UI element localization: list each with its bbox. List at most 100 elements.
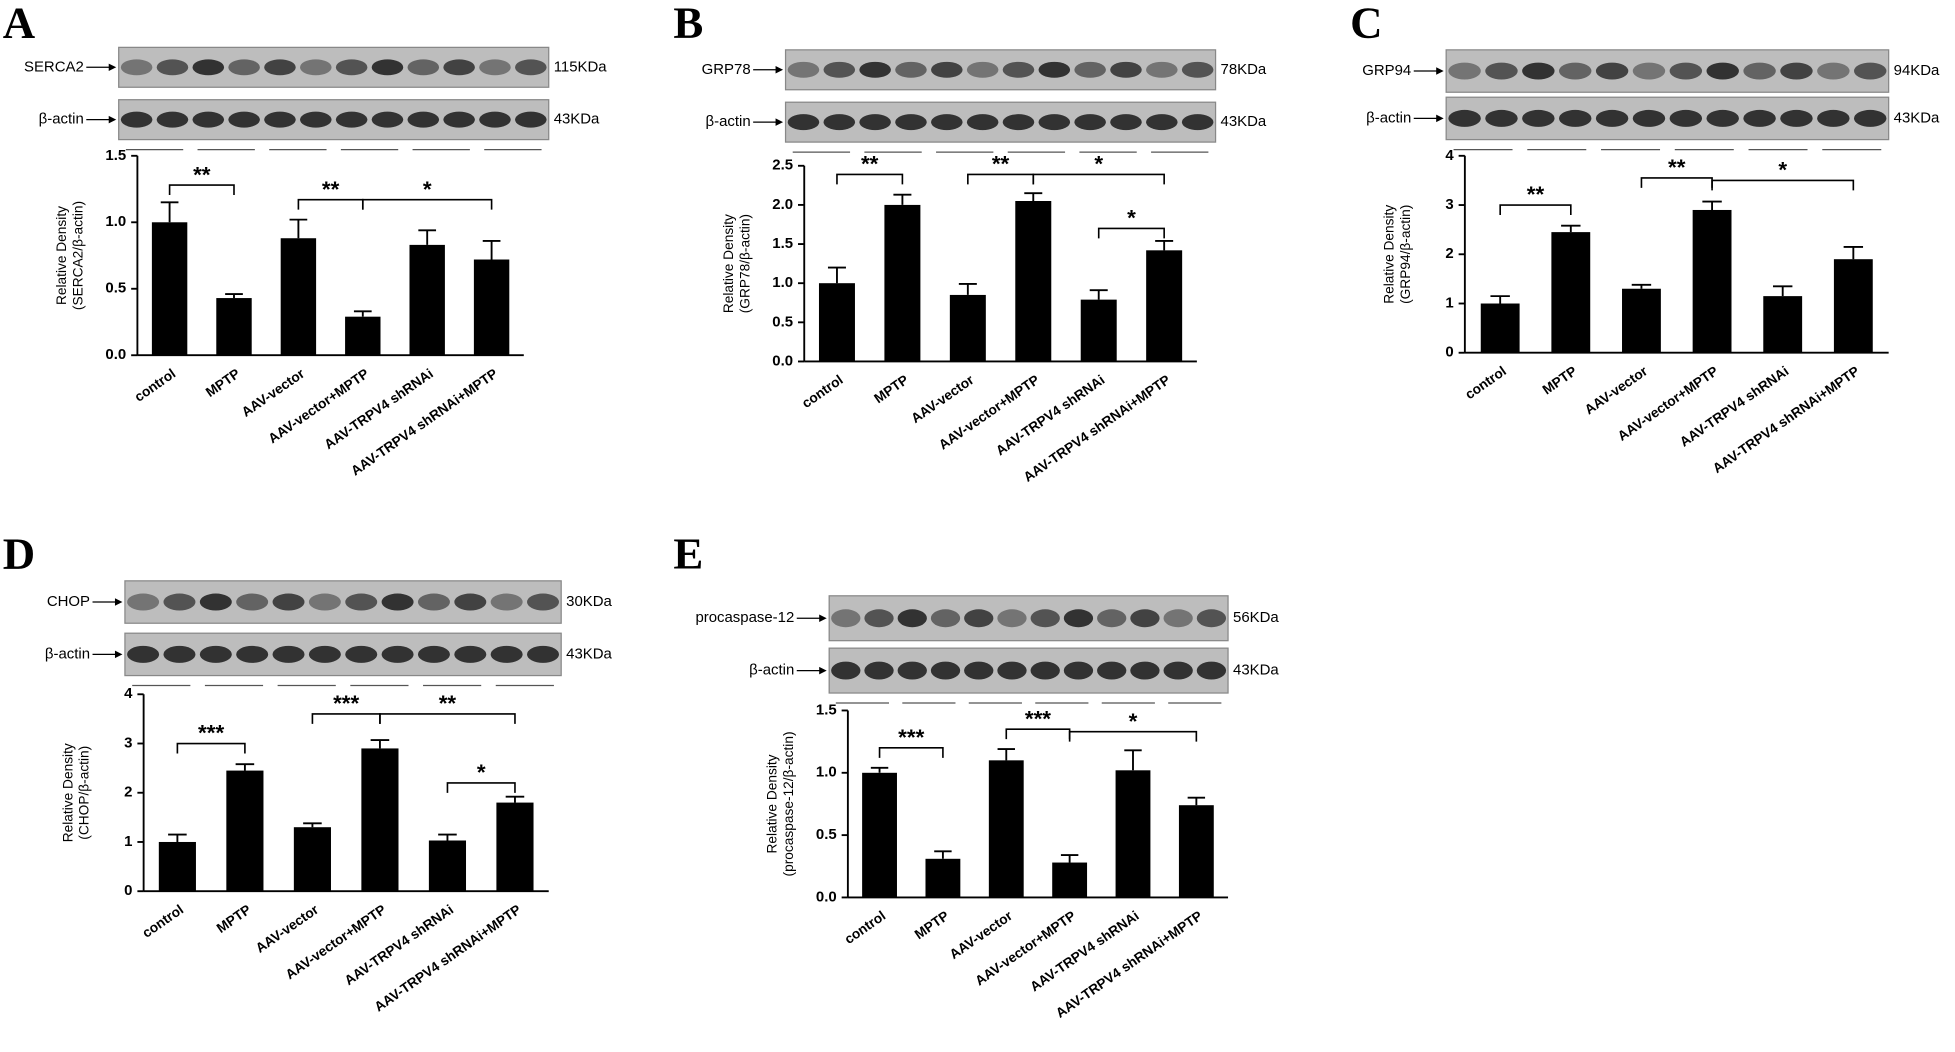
error-bar [438, 833, 457, 841]
bar [925, 858, 961, 898]
blot-image [828, 647, 1229, 694]
blot-band [479, 59, 511, 76]
error-bar [827, 266, 846, 284]
blot-band [490, 645, 523, 663]
x-tick-label: MPTP [203, 366, 243, 400]
bar [293, 827, 331, 892]
y-axis-label: (procaspase-12/β-actin) [781, 731, 796, 876]
blot-size: 115KDa [554, 58, 608, 75]
blot-band [1595, 109, 1629, 127]
y-tick-label: 3 [124, 734, 132, 751]
blot-band [1110, 61, 1142, 78]
bar [862, 772, 897, 898]
blot-band [859, 114, 891, 131]
blot-band [228, 59, 260, 76]
error-bar [934, 850, 952, 859]
blot-band [1097, 661, 1127, 680]
blot-band [1097, 609, 1127, 628]
y-tick-label: 1.0 [816, 764, 837, 781]
blot-band [515, 59, 547, 76]
y-axis-label: (SERCA2/β-actin) [70, 201, 85, 310]
panel-letter: E [673, 529, 703, 579]
blot-image [1445, 49, 1890, 93]
blot-label: β-actin [749, 662, 794, 679]
bar [818, 283, 855, 362]
y-tick-label: 0.5 [772, 313, 793, 330]
bar [1622, 288, 1661, 353]
significance-label: * [1129, 709, 1138, 734]
blot-band [1130, 661, 1160, 680]
blot-band [407, 111, 440, 128]
blot-band [127, 593, 160, 611]
blot-band [1181, 114, 1214, 131]
blot-band [897, 609, 927, 628]
blot-band [1038, 61, 1071, 78]
x-tick-label: control [1462, 363, 1509, 402]
bar [428, 840, 467, 892]
x-tick-label: MPTP [912, 908, 952, 942]
significance-bracket [176, 742, 246, 754]
significance-label: ** [193, 162, 211, 187]
blot-band [527, 593, 560, 611]
blot-arrowhead [108, 115, 117, 124]
y-tick-label: 1 [124, 833, 132, 850]
blot-band [163, 645, 196, 663]
blot-band [228, 111, 260, 128]
blot-band [527, 645, 560, 663]
blot-band [964, 661, 994, 680]
blot-band [1196, 609, 1227, 628]
error-bar [1702, 200, 1722, 210]
blot-band [997, 609, 1027, 628]
error-bar [1124, 749, 1142, 771]
blot-label: GRP78 [702, 61, 751, 78]
blot-band [443, 59, 475, 76]
x-tick-label: AAV-TRPV4 shRNAi [993, 372, 1107, 458]
blot-band [300, 59, 332, 76]
blot-band [127, 645, 160, 663]
error-bar [1561, 224, 1581, 233]
blot-arrowhead [108, 63, 117, 72]
significance-bracket [361, 198, 493, 210]
blot-band [490, 593, 523, 611]
blot-band [1780, 109, 1813, 127]
significance-bracket [1068, 730, 1198, 742]
bar [409, 244, 445, 356]
blot-band [931, 114, 963, 131]
significance-bracket [878, 747, 944, 758]
error-bar [958, 283, 977, 295]
blot-band [272, 645, 305, 663]
blot-band [1817, 62, 1850, 80]
blot-band [966, 61, 999, 78]
blot-band [335, 111, 368, 128]
blot-band [1448, 109, 1481, 127]
y-tick-label: 0.0 [816, 888, 837, 905]
blot-arrowhead [1436, 114, 1444, 123]
blot-band [895, 114, 927, 131]
error-bar [1490, 295, 1510, 304]
blot-band [1063, 661, 1094, 680]
blot-band [1146, 61, 1178, 78]
blot-image [118, 46, 550, 88]
blot-band [864, 609, 894, 628]
error-bar [1187, 796, 1206, 806]
y-tick-label: 4 [124, 685, 133, 702]
error-bar [418, 229, 437, 245]
blot-band [443, 111, 475, 128]
bar [1551, 232, 1591, 353]
blot-label: β-actin [45, 645, 90, 662]
bar [345, 316, 381, 356]
significance-label: ** [1527, 182, 1545, 207]
significance-bracket [168, 184, 235, 196]
bar [1833, 259, 1873, 353]
blot-band [864, 661, 894, 680]
error-bar [1060, 854, 1079, 863]
blot-band [1595, 62, 1629, 80]
blot-image [828, 595, 1229, 642]
blot-image [1445, 96, 1890, 141]
y-tick-label: 0.0 [772, 352, 793, 369]
blot-band [264, 111, 296, 128]
significance-label: *** [898, 725, 924, 750]
blot-band [454, 645, 487, 663]
blot-band [1196, 661, 1227, 680]
